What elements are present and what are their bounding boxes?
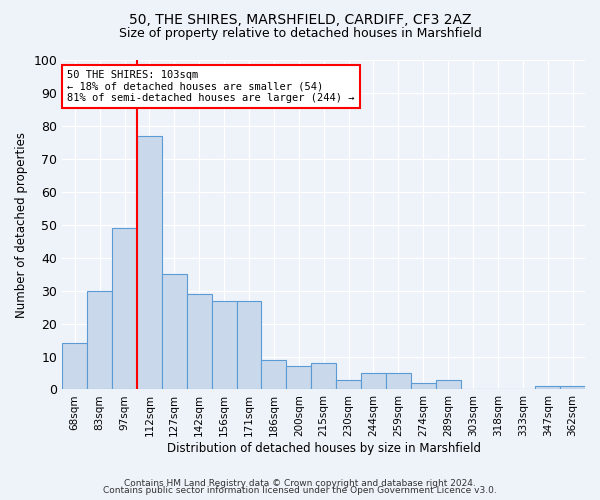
Bar: [311, 363, 336, 390]
Bar: [87, 290, 112, 390]
Bar: [162, 274, 187, 390]
Text: Contains HM Land Registry data © Crown copyright and database right 2024.: Contains HM Land Registry data © Crown c…: [124, 478, 476, 488]
Bar: [286, 366, 311, 390]
Text: 50 THE SHIRES: 103sqm
← 18% of detached houses are smaller (54)
81% of semi-deta: 50 THE SHIRES: 103sqm ← 18% of detached …: [67, 70, 355, 103]
Y-axis label: Number of detached properties: Number of detached properties: [15, 132, 28, 318]
Bar: [560, 386, 585, 390]
Bar: [386, 373, 411, 390]
Bar: [436, 380, 461, 390]
Bar: [361, 373, 386, 390]
Bar: [336, 380, 361, 390]
Bar: [262, 360, 286, 390]
Bar: [236, 300, 262, 390]
Bar: [137, 136, 162, 390]
X-axis label: Distribution of detached houses by size in Marshfield: Distribution of detached houses by size …: [167, 442, 481, 455]
Bar: [535, 386, 560, 390]
Text: Size of property relative to detached houses in Marshfield: Size of property relative to detached ho…: [119, 28, 481, 40]
Bar: [112, 228, 137, 390]
Bar: [62, 344, 87, 390]
Text: 50, THE SHIRES, MARSHFIELD, CARDIFF, CF3 2AZ: 50, THE SHIRES, MARSHFIELD, CARDIFF, CF3…: [129, 12, 471, 26]
Bar: [187, 294, 212, 390]
Bar: [411, 383, 436, 390]
Bar: [212, 300, 236, 390]
Text: Contains public sector information licensed under the Open Government Licence v3: Contains public sector information licen…: [103, 486, 497, 495]
